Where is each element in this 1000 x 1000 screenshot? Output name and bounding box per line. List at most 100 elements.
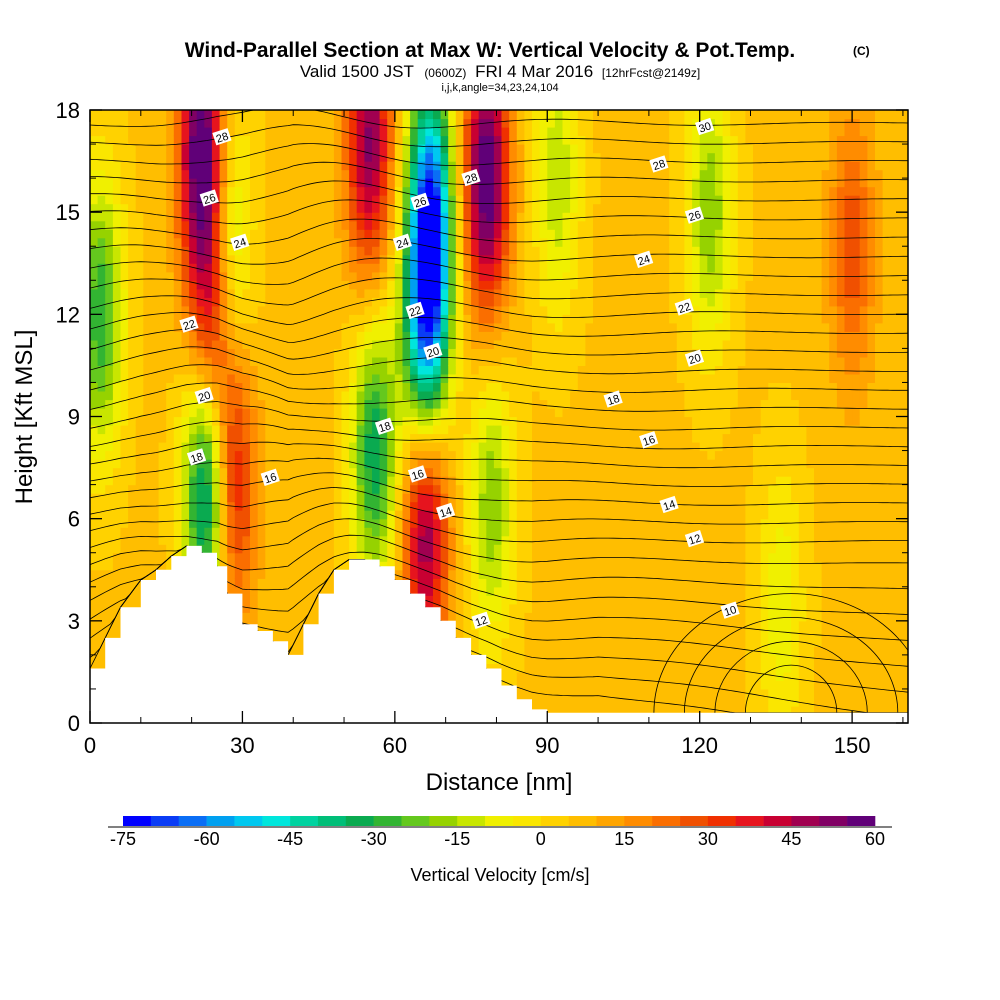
w-cell [448,578,457,588]
w-cell [486,144,495,154]
w-cell [234,118,243,128]
w-cell [402,169,411,179]
w-cell [463,322,472,332]
w-cell [97,169,106,179]
w-cell [272,629,282,639]
w-cell [493,578,503,588]
w-cell [394,144,403,154]
w-cell [333,433,343,443]
w-cell [333,518,343,528]
w-cell [280,263,289,273]
w-cell [295,527,304,537]
w-cell [471,586,480,596]
w-cell [173,348,182,358]
w-cell [173,144,182,154]
w-cell [478,459,487,469]
w-cell [227,476,236,486]
w-cell [128,161,137,171]
w-cell [318,578,327,588]
w-cell [493,569,503,579]
w-cell [173,152,182,162]
w-cell [227,544,236,554]
w-cell [493,510,503,520]
w-cell [372,237,381,247]
w-cell [272,161,282,171]
w-cell [158,305,167,315]
w-cell [524,612,533,622]
w-cell [120,459,129,469]
w-cell [272,603,282,613]
w-cell [608,161,617,171]
w-cell [608,229,617,239]
w-cell [272,169,282,179]
w-cell [227,433,236,443]
w-cell [425,271,434,281]
w-cell [242,254,251,264]
w-cell [90,569,99,579]
w-cell [524,161,533,171]
w-cell [135,220,144,230]
w-cell [120,297,129,307]
w-cell [280,331,289,341]
w-cell [463,425,472,435]
w-cell [120,373,129,383]
w-cell [562,493,571,503]
w-cell [204,110,213,120]
w-cell [280,544,289,554]
w-cell [455,135,464,145]
w-cell [311,169,320,179]
w-cell [455,544,464,554]
w-cell [143,416,152,426]
w-cell [120,467,129,477]
w-cell [532,348,541,358]
w-cell [227,442,236,452]
w-cell [593,697,602,707]
w-cell [463,408,472,418]
w-cell [158,288,167,298]
w-cell [608,331,617,341]
w-cell [478,544,487,554]
w-cell [486,220,495,230]
w-cell [539,169,548,179]
w-cell [189,391,198,401]
w-cell [158,331,167,341]
w-cell [554,527,564,537]
w-cell [333,339,343,349]
w-cell [509,288,518,298]
w-cell [478,595,487,605]
w-cell [196,416,205,426]
w-cell [151,254,160,264]
w-cell [356,365,365,375]
w-cell [280,569,289,579]
w-cell [242,331,251,341]
w-cell [593,706,602,716]
w-cell [234,305,243,315]
w-cell [600,544,609,554]
w-cell [90,527,99,537]
w-cell [463,110,472,120]
w-cell [288,169,297,179]
w-cell [501,314,510,324]
w-cell [120,535,129,545]
w-cell [135,578,144,588]
w-cell [356,348,365,358]
w-cell [539,212,548,222]
w-cell [250,442,259,452]
w-cell [585,356,594,366]
w-cell [372,220,381,230]
w-cell [105,569,114,579]
w-cell [105,220,114,230]
w-cell [158,518,167,528]
w-cell [196,356,205,366]
w-cell [577,288,586,298]
w-cell [196,442,205,452]
w-cell [364,450,373,460]
w-cell [478,144,487,154]
w-cell [135,118,144,128]
w-cell [158,195,167,205]
w-cell [509,595,518,605]
w-cell [333,331,343,341]
w-cell [509,501,518,511]
w-cell [97,356,106,366]
w-cell [326,586,335,596]
